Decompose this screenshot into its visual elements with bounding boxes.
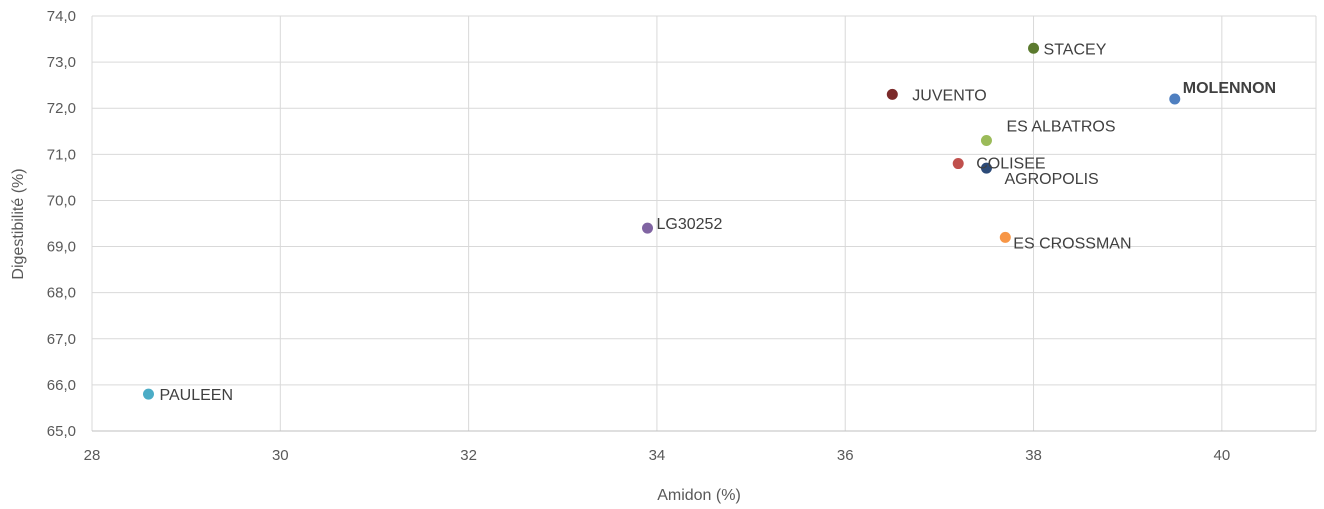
y-tick-label: 72,0 (47, 100, 76, 117)
y-axis-ticks: 65,0 66,0 67,0 68,0 69,0 70,0 71,0 72,0 73,0 74,0 (47, 8, 76, 440)
gridlines (91, 15, 1317, 432)
y-tick-label: 70,0 (47, 192, 76, 209)
data-label: ES CROSSMAN (1013, 235, 1131, 252)
y-tick-label: 67,0 (47, 331, 76, 348)
data-label: STACEY (1044, 41, 1107, 58)
data-label: MOLENNON (1183, 80, 1276, 97)
x-tick-label: 30 (272, 447, 289, 464)
x-axis-ticks: 28 30 32 34 36 38 40 (84, 447, 1231, 464)
data-point (980, 135, 992, 146)
data-point (999, 231, 1011, 243)
y-tick-label: 74,0 (47, 8, 76, 25)
y-tick-label: 73,0 (47, 54, 76, 71)
x-tick-label: 32 (460, 447, 477, 464)
data-point (980, 162, 992, 174)
data-point (952, 158, 964, 170)
data-point (1169, 93, 1181, 105)
data-point (886, 88, 898, 100)
data-point (142, 388, 154, 400)
data-points (142, 42, 1181, 400)
y-tick-label: 69,0 (47, 239, 76, 256)
y-tick-label: 71,0 (47, 146, 76, 163)
x-tick-label: 38 (1025, 447, 1042, 464)
x-axis-title: Amidon (%) (657, 487, 741, 504)
x-tick-label: 28 (84, 447, 101, 464)
x-tick-label: 34 (649, 447, 666, 464)
data-label: JUVENTO (912, 87, 986, 104)
x-tick-label: 40 (1214, 447, 1231, 464)
y-tick-label: 68,0 (47, 285, 76, 302)
y-tick-label: 65,0 (47, 423, 76, 440)
data-label: PAULEEN (159, 387, 233, 404)
y-axis-title: Digestibilité (%) (10, 168, 27, 279)
data-label: LG30252 (657, 216, 723, 233)
data-point (642, 222, 654, 234)
data-label: AGROPOLIS (1004, 171, 1098, 188)
data-labels: STACEY JUVENTO MOLENNON ES ALBATROS COLISEEA… (159, 41, 1276, 404)
data-label: COLISEE (976, 156, 1045, 173)
data-label: ES ALBATROS (1006, 119, 1115, 136)
x-tick-label: 36 (837, 447, 854, 464)
y-tick-label: 66,0 (47, 377, 76, 394)
data-point (1028, 42, 1040, 54)
